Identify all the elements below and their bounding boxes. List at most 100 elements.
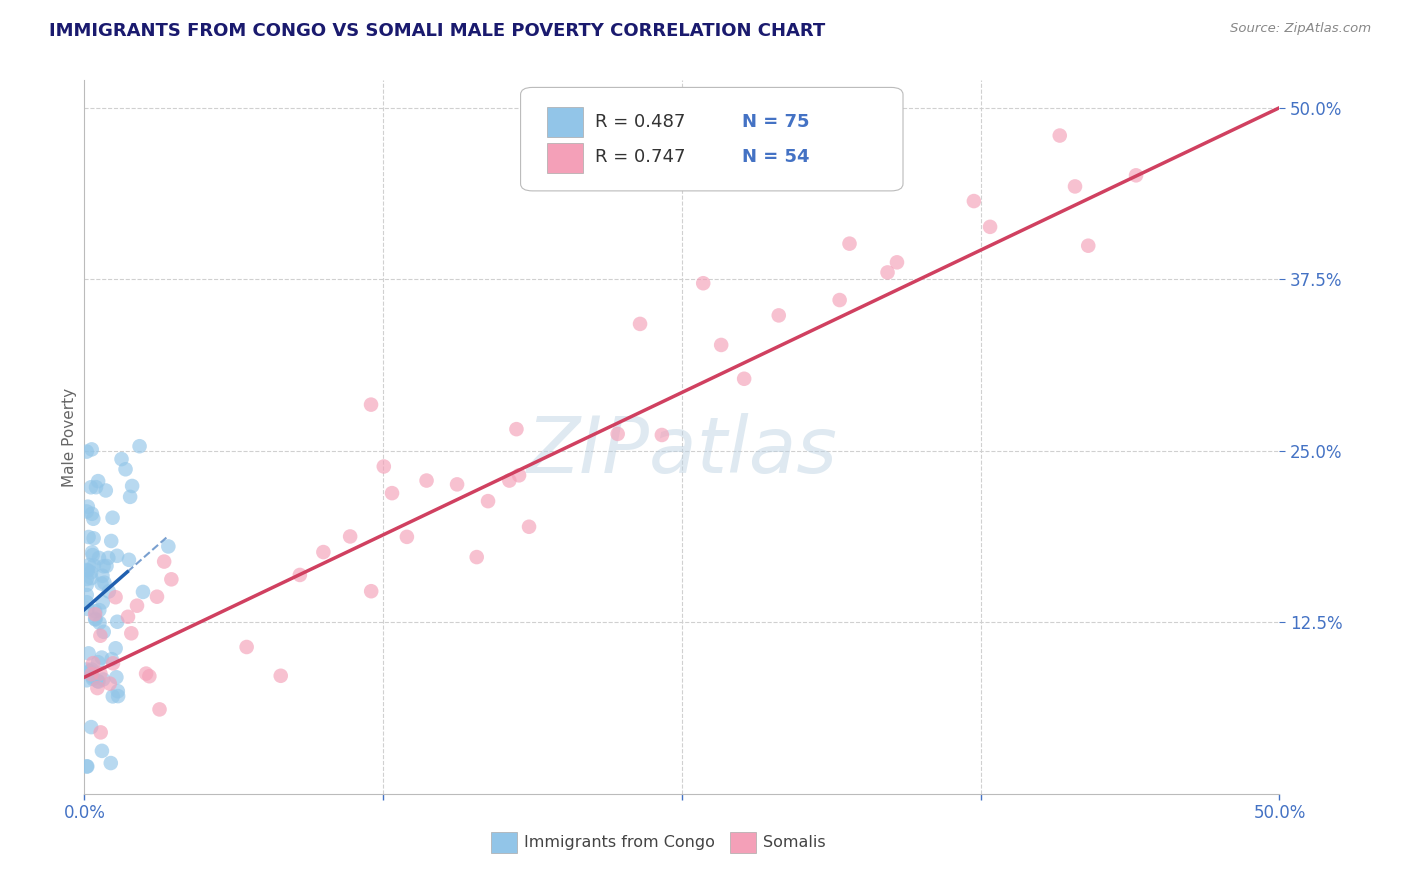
Point bbox=[235, 640, 257, 654]
Point bbox=[132, 585, 155, 599]
Point bbox=[82, 512, 104, 526]
Point bbox=[76, 673, 98, 688]
Point bbox=[107, 684, 129, 698]
Point bbox=[288, 568, 311, 582]
Bar bbox=[547, 107, 582, 137]
Point bbox=[153, 555, 176, 569]
Point bbox=[381, 486, 404, 500]
Point bbox=[100, 533, 122, 548]
Point bbox=[101, 510, 124, 524]
Point bbox=[98, 676, 121, 690]
Text: IMMIGRANTS FROM CONGO VS SOMALI MALE POVERTY CORRELATION CHART: IMMIGRANTS FROM CONGO VS SOMALI MALE POV… bbox=[49, 22, 825, 40]
Text: R = 0.487: R = 0.487 bbox=[595, 112, 685, 130]
Point bbox=[84, 613, 107, 627]
Point bbox=[120, 626, 142, 640]
Point bbox=[1077, 238, 1099, 252]
Point bbox=[80, 480, 103, 494]
Point bbox=[77, 558, 100, 572]
Point bbox=[90, 650, 112, 665]
Point bbox=[135, 666, 157, 681]
Point bbox=[105, 615, 128, 629]
Point bbox=[692, 277, 714, 291]
Point bbox=[97, 550, 120, 565]
Point bbox=[76, 504, 98, 518]
Point bbox=[90, 576, 112, 591]
Point bbox=[80, 507, 103, 521]
Point bbox=[339, 529, 361, 543]
Point bbox=[90, 725, 112, 739]
Point bbox=[105, 549, 128, 563]
Point bbox=[508, 468, 530, 483]
Point bbox=[100, 756, 122, 770]
Point bbox=[76, 444, 98, 458]
Point bbox=[505, 422, 527, 436]
Point bbox=[101, 657, 124, 671]
Point bbox=[91, 673, 114, 687]
Point bbox=[465, 550, 488, 565]
Text: Somalis: Somalis bbox=[763, 835, 825, 850]
Point bbox=[76, 759, 98, 773]
Point bbox=[80, 545, 103, 559]
Point bbox=[86, 673, 108, 688]
Point bbox=[146, 590, 169, 604]
Point bbox=[76, 759, 98, 773]
Text: R = 0.747: R = 0.747 bbox=[595, 148, 685, 166]
Point bbox=[76, 578, 98, 592]
Point bbox=[80, 667, 103, 681]
Point bbox=[1125, 169, 1147, 183]
Point bbox=[80, 566, 103, 580]
Point bbox=[710, 338, 733, 352]
Point bbox=[77, 564, 100, 578]
Point bbox=[606, 426, 628, 441]
Point bbox=[963, 194, 986, 208]
Point bbox=[80, 442, 103, 457]
Point bbox=[517, 520, 540, 534]
Y-axis label: Male Poverty: Male Poverty bbox=[62, 387, 77, 487]
Point bbox=[828, 293, 851, 307]
Point bbox=[89, 629, 111, 643]
Point bbox=[89, 666, 111, 681]
Point bbox=[87, 655, 110, 669]
Point bbox=[838, 236, 860, 251]
Point bbox=[107, 689, 129, 703]
Point bbox=[91, 568, 114, 582]
Point bbox=[157, 540, 180, 554]
Point bbox=[94, 483, 117, 498]
Point bbox=[1064, 179, 1087, 194]
Point bbox=[148, 702, 170, 716]
Point bbox=[96, 559, 118, 574]
Point bbox=[104, 591, 127, 605]
Point bbox=[117, 609, 139, 624]
Point bbox=[76, 563, 98, 577]
Point bbox=[82, 670, 104, 684]
Point bbox=[91, 595, 114, 609]
Point bbox=[76, 663, 98, 677]
Point bbox=[628, 317, 651, 331]
Point bbox=[101, 690, 124, 704]
Text: N = 75: N = 75 bbox=[742, 112, 810, 130]
Text: Source: ZipAtlas.com: Source: ZipAtlas.com bbox=[1230, 22, 1371, 36]
Point bbox=[84, 480, 107, 494]
Point bbox=[89, 603, 111, 617]
Point bbox=[1049, 128, 1071, 143]
Point bbox=[80, 663, 103, 677]
Bar bbox=[730, 831, 756, 853]
Point bbox=[84, 607, 107, 622]
Point bbox=[373, 459, 395, 474]
Point bbox=[84, 604, 107, 618]
Point bbox=[395, 530, 418, 544]
Point bbox=[97, 584, 120, 599]
Point bbox=[360, 398, 382, 412]
Point bbox=[77, 530, 100, 544]
Text: N = 54: N = 54 bbox=[742, 148, 810, 166]
Point bbox=[415, 474, 437, 488]
Point bbox=[89, 615, 111, 630]
Point bbox=[100, 652, 122, 666]
Point bbox=[87, 550, 110, 565]
Point bbox=[83, 558, 105, 573]
Point bbox=[76, 572, 98, 586]
Point bbox=[979, 219, 1001, 234]
Point bbox=[93, 624, 115, 639]
Point bbox=[160, 572, 183, 586]
Point bbox=[477, 494, 499, 508]
